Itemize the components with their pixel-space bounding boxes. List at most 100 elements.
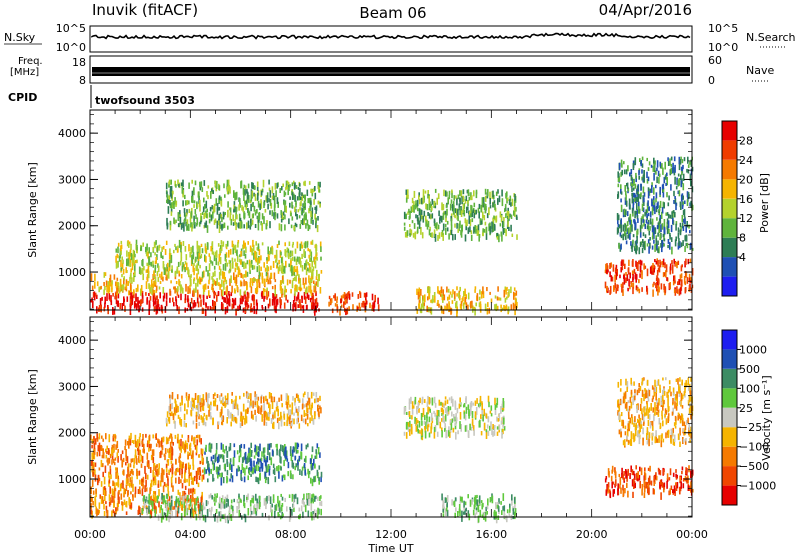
velocity-echo xyxy=(424,428,427,433)
velocity-echo xyxy=(255,445,258,454)
velocity-echo xyxy=(134,440,137,447)
power-echo xyxy=(226,305,229,311)
power-echo xyxy=(503,289,506,298)
velocity-echo xyxy=(212,454,215,460)
velocity-echo xyxy=(249,449,251,457)
velocity-echo xyxy=(241,418,243,426)
velocity-echo xyxy=(143,448,145,454)
power-echo xyxy=(304,241,307,249)
power-echo xyxy=(166,199,168,204)
velocity-echo xyxy=(178,455,181,460)
power-echo xyxy=(648,206,650,210)
power-echo xyxy=(254,288,257,294)
power-echo xyxy=(289,279,291,284)
power-echo xyxy=(180,244,182,253)
velocity-echo xyxy=(315,449,317,454)
velocity-echo xyxy=(296,418,298,425)
velocity-echo xyxy=(294,402,296,406)
power-echo xyxy=(274,289,276,297)
velocity-echo xyxy=(106,510,109,518)
velocity-echo xyxy=(195,422,198,429)
velocity-echo xyxy=(318,478,320,485)
power-echo xyxy=(301,265,304,269)
power-echo xyxy=(147,266,150,274)
velocity-echo xyxy=(319,395,321,401)
power-echo xyxy=(470,192,472,200)
velocity-echo xyxy=(132,483,134,492)
velocity-echo xyxy=(170,460,173,465)
velocity-echo xyxy=(226,469,229,476)
velocity-echo xyxy=(288,494,291,498)
power-echo xyxy=(616,287,619,292)
velocity-echo xyxy=(152,434,154,439)
velocity-echo xyxy=(122,483,124,489)
power-echo xyxy=(363,292,366,298)
power-echo xyxy=(256,247,259,251)
velocity-echo xyxy=(308,493,310,500)
velocity-echo xyxy=(267,412,270,417)
power-echo xyxy=(426,305,428,313)
power-echo xyxy=(655,260,658,265)
velocity-echo xyxy=(278,417,281,421)
velocity-echo xyxy=(446,410,449,416)
power-echo xyxy=(90,299,93,303)
power-echo xyxy=(208,279,210,285)
velocity-echo xyxy=(417,402,420,409)
velocity-echo xyxy=(243,476,246,483)
power-echo xyxy=(495,191,498,196)
velocity-echo xyxy=(463,404,465,408)
velocity-marks xyxy=(90,377,694,524)
power-echo xyxy=(418,198,421,205)
power-echo xyxy=(218,265,221,270)
power-echo xyxy=(463,291,465,297)
velocity-echo xyxy=(502,401,505,408)
velocity-echo xyxy=(104,465,107,473)
velocity-echo xyxy=(257,477,260,485)
velocity-echo xyxy=(102,471,104,478)
power-echo xyxy=(409,228,412,234)
velocity-echo xyxy=(240,473,242,481)
power-echo xyxy=(663,243,665,247)
power-echo xyxy=(655,184,657,189)
power-echo xyxy=(190,210,193,219)
power-echo xyxy=(618,224,621,229)
power-echo xyxy=(653,187,655,195)
power-echo xyxy=(188,208,191,213)
velocity-echo xyxy=(244,514,247,523)
power-echo xyxy=(444,210,447,215)
velocity-echo xyxy=(255,393,258,400)
power-echo xyxy=(190,297,193,304)
power-echo xyxy=(457,228,459,233)
power-echo xyxy=(665,264,668,273)
power-echo xyxy=(145,292,147,296)
power-echo xyxy=(679,159,682,165)
velocity-echo xyxy=(147,440,150,445)
velocity-echo xyxy=(319,496,321,501)
velocity-echo xyxy=(93,442,96,449)
velocity-echo xyxy=(405,432,408,439)
power-echo xyxy=(204,254,206,262)
velocity-echo xyxy=(179,453,182,458)
power-echo xyxy=(229,212,232,221)
velocity-echo xyxy=(444,408,447,414)
power-echo xyxy=(288,253,290,260)
power-echo xyxy=(688,285,691,290)
power-echo xyxy=(631,207,634,214)
power-echo xyxy=(657,288,659,296)
power-echo xyxy=(498,297,500,301)
power-echo xyxy=(232,222,235,226)
power-echo xyxy=(251,190,254,198)
velocity-echo xyxy=(485,431,488,439)
power-echo xyxy=(310,289,313,296)
velocity-echo xyxy=(219,496,221,504)
power-echo xyxy=(155,240,157,245)
velocity-echo xyxy=(490,405,493,411)
power-echo xyxy=(511,233,514,237)
power-echo xyxy=(178,183,180,188)
velocity-echo xyxy=(123,487,125,495)
velocity-echo xyxy=(268,452,271,461)
velocity-echo xyxy=(454,416,456,422)
power-echo xyxy=(196,251,199,260)
power-echo xyxy=(447,288,450,293)
velocity-echo xyxy=(184,494,187,499)
